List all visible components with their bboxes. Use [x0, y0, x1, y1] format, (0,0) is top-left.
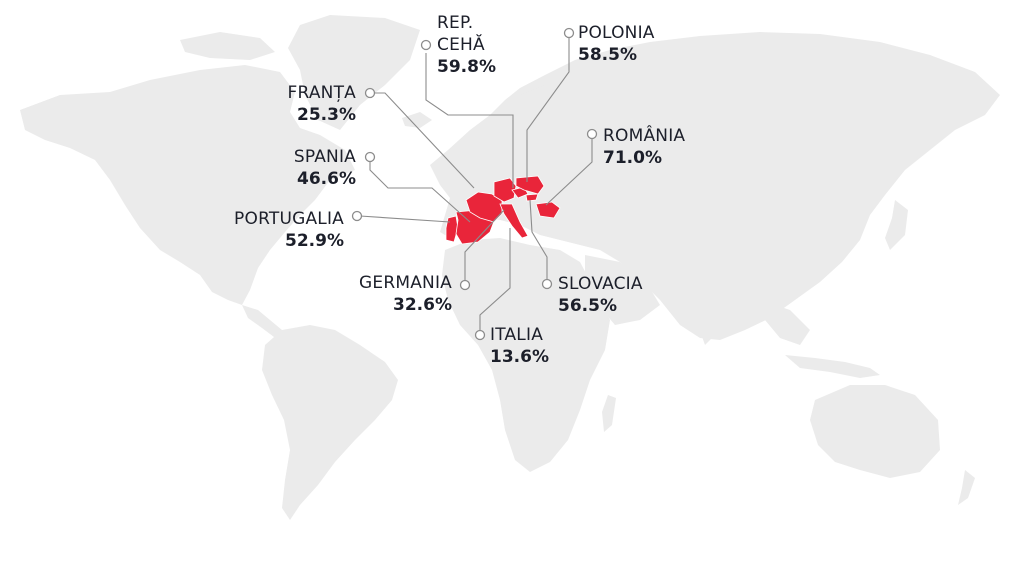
land-arctic-islands — [180, 32, 275, 60]
country-value-spania: 46.6% — [297, 169, 356, 189]
country-name-polonia: POLONIA — [578, 23, 655, 43]
country-value-rep-ceha: 59.8% — [437, 57, 496, 77]
land-uk — [452, 140, 476, 175]
label-germania: GERMANIA 32.6% — [326, 272, 452, 316]
country-value-germania: 32.6% — [393, 295, 452, 315]
leader-lines — [359, 35, 593, 335]
dot-romania — [586, 128, 598, 140]
land-scandinavia — [488, 85, 560, 160]
label-romania: ROMÂNIA 71.0% — [603, 125, 685, 169]
leader-portugalia — [359, 215, 451, 223]
country-value-romania: 71.0% — [603, 148, 662, 168]
leader-rep-ceha — [425, 53, 514, 188]
dot-slovacia — [541, 278, 553, 290]
dot-italia — [474, 329, 486, 341]
leader-italia — [479, 228, 511, 335]
country-name-italia: ITALIA — [490, 325, 544, 345]
country-value-franta: 25.3% — [297, 105, 356, 125]
land-africa — [442, 238, 610, 472]
dot-spania — [364, 151, 376, 163]
land-eurasia — [430, 32, 1000, 340]
land-south-america — [262, 325, 398, 520]
country-name-rep-ceha: REP. — [437, 13, 474, 33]
label-polonia: POLONIA 58.5% — [578, 22, 655, 66]
label-italia: ITALIA 13.6% — [490, 324, 549, 368]
country-shape-germania — [493, 177, 517, 203]
country-name-romania: ROMÂNIA — [603, 126, 686, 146]
country-shape-slovacia — [525, 193, 539, 202]
dot-polonia — [563, 27, 575, 39]
country-value-slovacia: 56.5% — [558, 296, 617, 316]
country-value-portugalia: 52.9% — [285, 231, 344, 251]
dot-germania — [459, 279, 471, 291]
dot-franta — [364, 87, 376, 99]
dot-portugalia — [351, 210, 363, 222]
leader-franta — [373, 92, 475, 189]
label-portugalia: PORTUGALIA 52.9% — [196, 208, 344, 252]
leader-romania — [545, 136, 593, 206]
country-name-portugalia: PORTUGALIA — [234, 209, 344, 229]
label-rep-ceha: REP. CEHĂ 59.8% — [437, 12, 496, 78]
label-slovacia: SLOVACIA 56.5% — [558, 273, 643, 317]
country-value-italia: 13.6% — [490, 347, 549, 367]
land-india — [688, 265, 740, 345]
label-franta: FRANȚA 25.3% — [256, 82, 356, 126]
country-value-polonia: 58.5% — [578, 45, 637, 65]
country-shape-portugalia — [445, 215, 459, 243]
land-indonesia — [785, 355, 880, 378]
land-madagascar — [602, 395, 616, 432]
leader-dots — [351, 27, 598, 341]
country-shape-franta — [465, 191, 503, 223]
country-shape-italia — [499, 203, 529, 239]
land-iceland — [402, 112, 432, 128]
leader-germania — [464, 209, 505, 283]
land-north-america — [20, 65, 355, 305]
label-spania: SPANIA 46.6% — [240, 146, 356, 190]
landmasses — [20, 15, 1000, 520]
leader-slovacia — [529, 199, 548, 282]
country-name-spania: SPANIA — [293, 147, 356, 167]
country-name-rep-ceha-line2: CEHĂ — [437, 35, 485, 55]
country-name-germania: GERMANIA — [359, 273, 452, 293]
leader-spania — [369, 157, 471, 223]
land-se-asia — [760, 300, 810, 345]
country-name-slovacia: SLOVACIA — [558, 274, 643, 294]
land-central-america — [242, 305, 290, 340]
country-name-franta: FRANȚA — [287, 83, 356, 103]
leader-polonia — [526, 35, 570, 182]
land-japan — [885, 200, 908, 250]
land-greenland — [288, 15, 420, 130]
land-new-zealand — [958, 470, 975, 505]
dot-rep-ceha — [420, 39, 432, 51]
land-australia — [810, 385, 940, 478]
